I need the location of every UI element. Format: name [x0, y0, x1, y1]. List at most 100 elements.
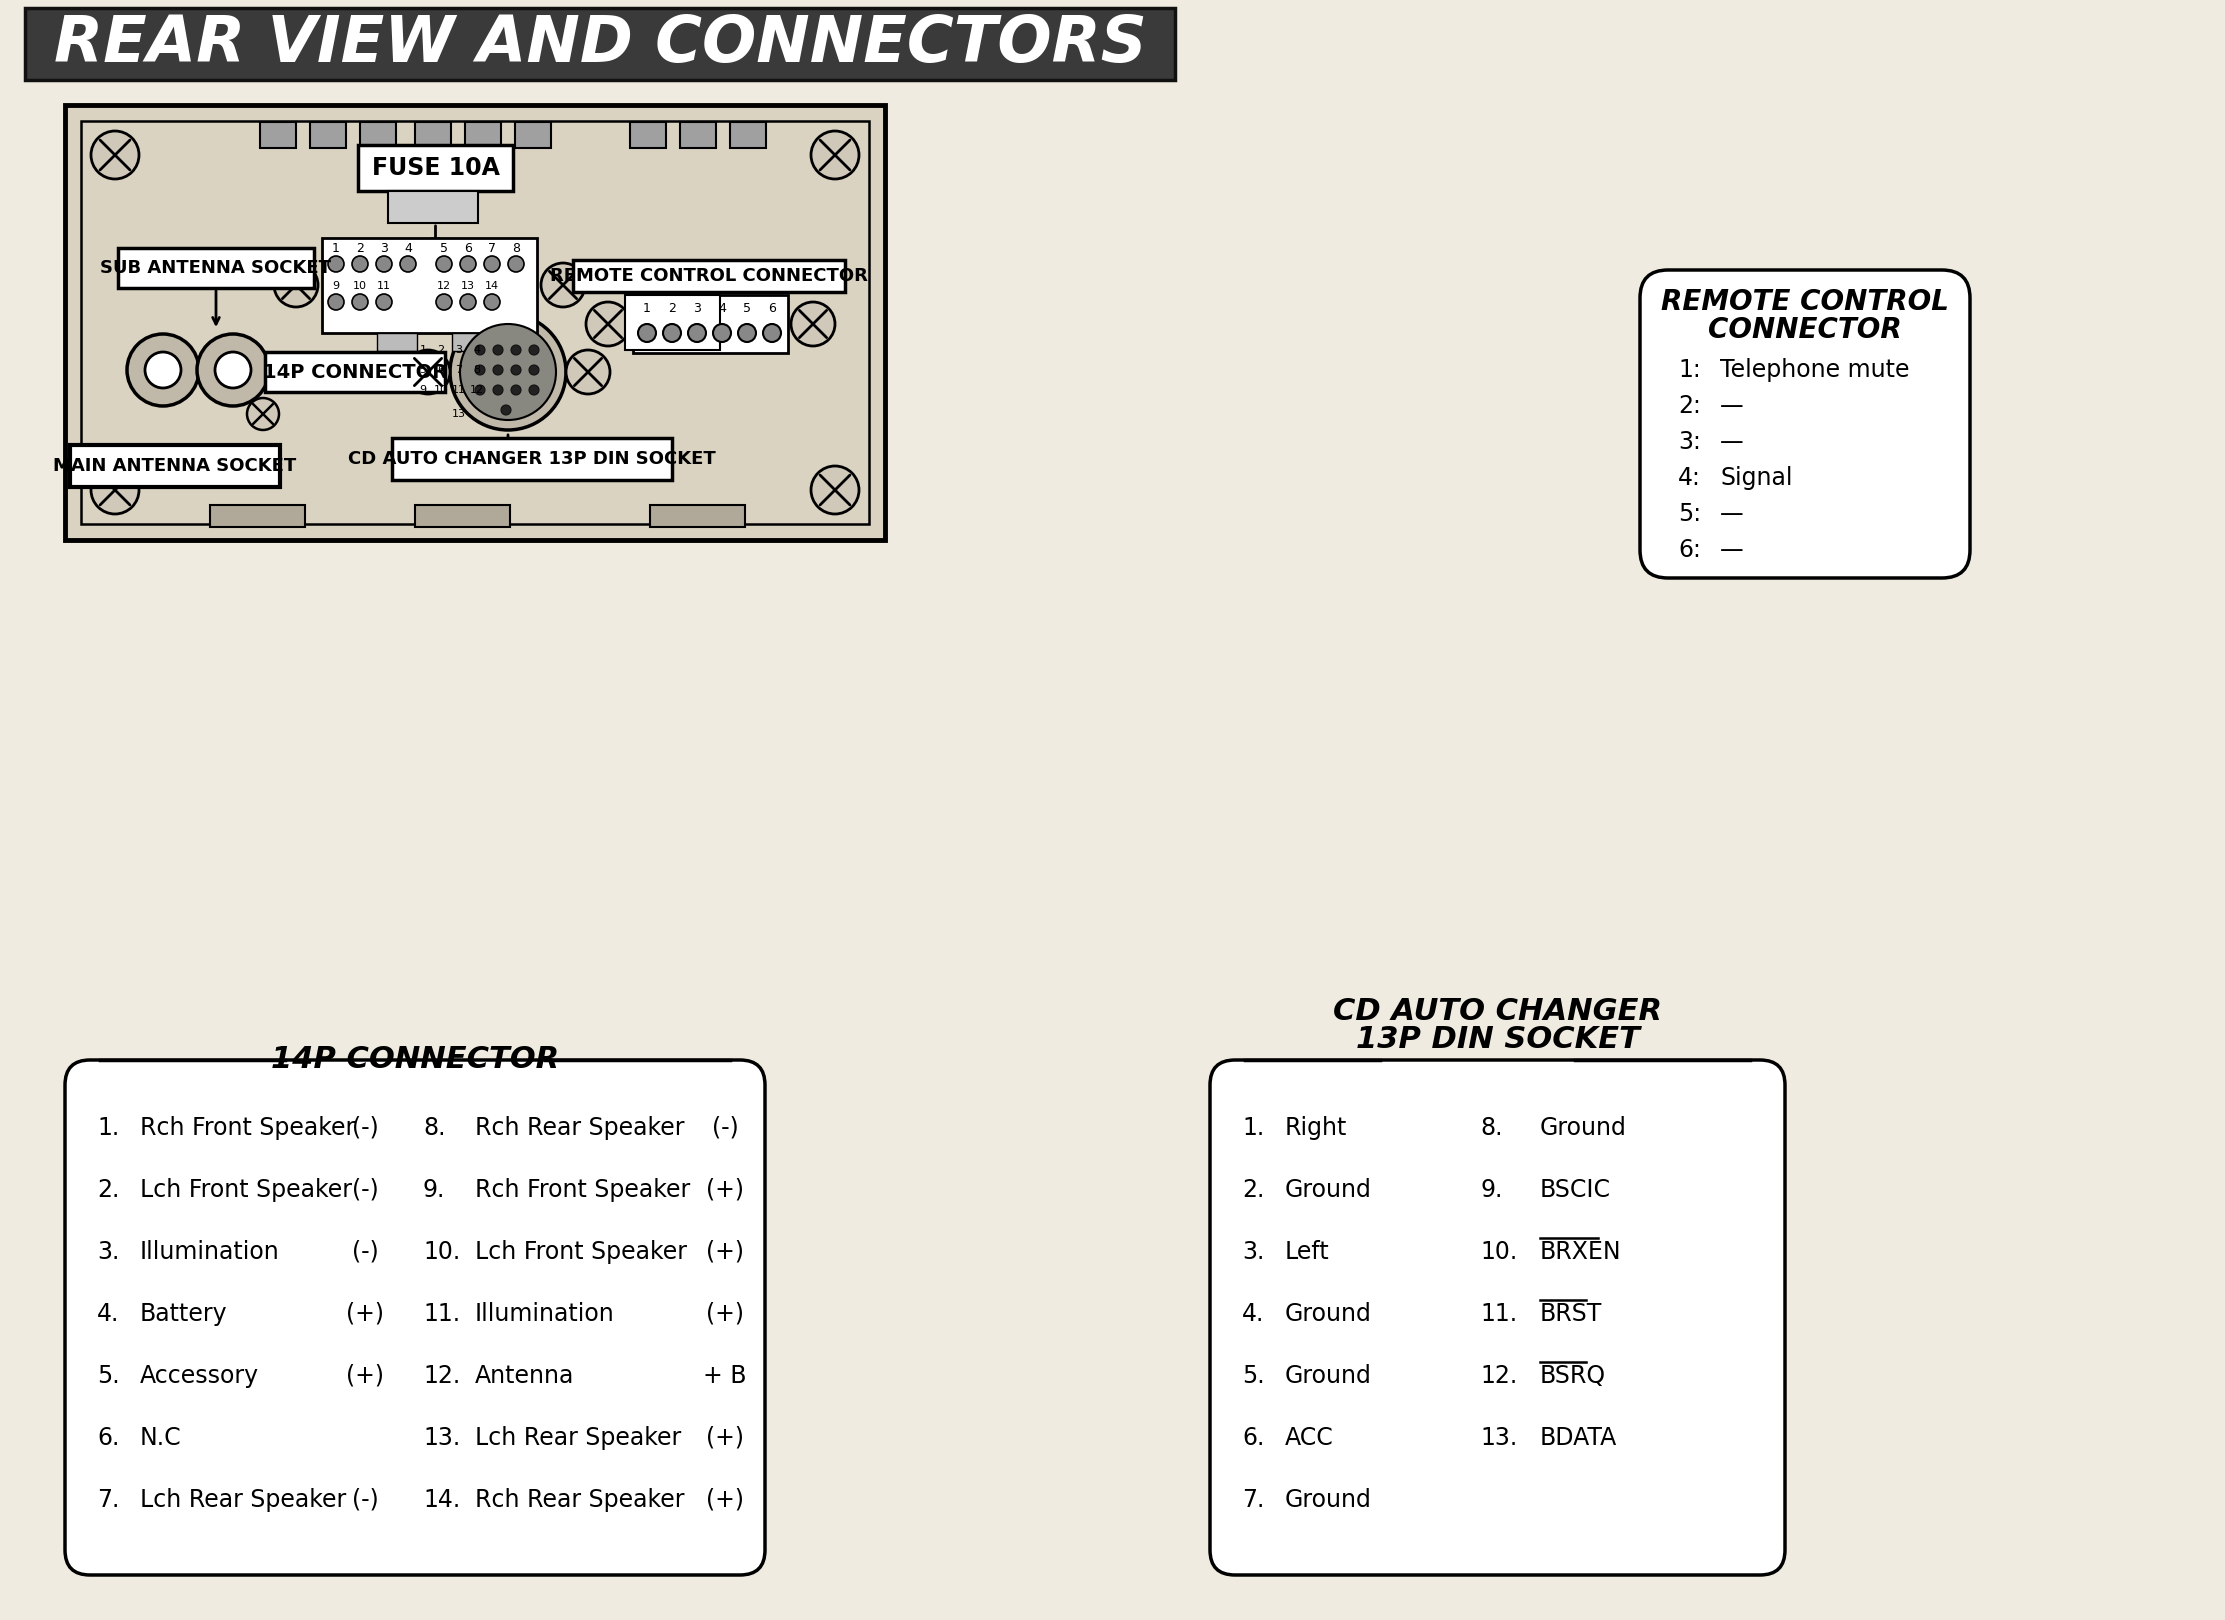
Text: 11: 11	[452, 386, 465, 395]
Text: 9: 9	[421, 386, 427, 395]
Text: Accessory: Accessory	[140, 1364, 258, 1388]
Text: 3: 3	[456, 345, 463, 355]
FancyBboxPatch shape	[625, 295, 721, 350]
Text: (-): (-)	[712, 1116, 739, 1140]
FancyBboxPatch shape	[514, 122, 552, 147]
Text: Left: Left	[1286, 1239, 1331, 1264]
FancyBboxPatch shape	[376, 334, 416, 352]
Text: (+): (+)	[705, 1426, 743, 1450]
FancyBboxPatch shape	[265, 352, 445, 392]
FancyBboxPatch shape	[65, 105, 886, 539]
Circle shape	[565, 350, 610, 394]
Circle shape	[663, 324, 681, 342]
Text: Right: Right	[1286, 1116, 1348, 1140]
Text: 8: 8	[474, 364, 481, 374]
Circle shape	[763, 324, 781, 342]
Text: 1: 1	[643, 301, 652, 314]
FancyBboxPatch shape	[360, 122, 396, 147]
FancyBboxPatch shape	[416, 122, 452, 147]
Text: 6:: 6:	[1678, 538, 1700, 562]
Circle shape	[461, 324, 556, 420]
Circle shape	[494, 386, 503, 395]
FancyBboxPatch shape	[465, 122, 501, 147]
Text: 3.: 3.	[98, 1239, 120, 1264]
Text: 4:: 4:	[1678, 467, 1700, 489]
Text: 3: 3	[380, 241, 387, 254]
Text: Rch Front Speaker: Rch Front Speaker	[474, 1178, 690, 1202]
Circle shape	[530, 364, 538, 374]
Text: 4: 4	[474, 345, 481, 355]
Circle shape	[792, 301, 834, 347]
Text: Rch Front Speaker: Rch Front Speaker	[140, 1116, 356, 1140]
Text: 13: 13	[452, 408, 465, 420]
Circle shape	[739, 324, 757, 342]
Text: 2: 2	[438, 345, 445, 355]
FancyBboxPatch shape	[69, 446, 280, 488]
Text: BRXEN: BRXEN	[1540, 1239, 1622, 1264]
Text: —: —	[1720, 394, 1744, 418]
Text: 11: 11	[376, 280, 392, 292]
Text: CD AUTO CHANGER 13P DIN SOCKET: CD AUTO CHANGER 13P DIN SOCKET	[347, 450, 716, 468]
Text: 4: 4	[405, 241, 412, 254]
FancyBboxPatch shape	[387, 191, 478, 224]
Circle shape	[436, 256, 452, 272]
Text: 9.: 9.	[423, 1178, 445, 1202]
Text: (+): (+)	[705, 1239, 743, 1264]
FancyBboxPatch shape	[209, 505, 305, 526]
Text: 10.: 10.	[423, 1239, 461, 1264]
Text: FUSE 10A: FUSE 10A	[372, 156, 498, 180]
Text: 1: 1	[332, 241, 340, 254]
Text: 2:: 2:	[1678, 394, 1700, 418]
Text: 12: 12	[469, 386, 485, 395]
FancyBboxPatch shape	[1640, 271, 1969, 578]
Circle shape	[436, 293, 452, 309]
Circle shape	[247, 399, 278, 429]
Text: 13.: 13.	[1480, 1426, 1517, 1450]
Text: (+): (+)	[705, 1178, 743, 1202]
Text: 1.: 1.	[1242, 1116, 1264, 1140]
Text: 8.: 8.	[1480, 1116, 1502, 1140]
FancyBboxPatch shape	[416, 505, 510, 526]
Text: Ground: Ground	[1286, 1364, 1373, 1388]
Text: (-): (-)	[352, 1239, 378, 1264]
FancyBboxPatch shape	[630, 122, 665, 147]
Text: Lch Front Speaker: Lch Front Speaker	[140, 1178, 352, 1202]
Text: (+): (+)	[347, 1364, 385, 1388]
FancyBboxPatch shape	[358, 146, 514, 191]
Text: 2: 2	[356, 241, 365, 254]
FancyBboxPatch shape	[309, 122, 347, 147]
Text: 5: 5	[421, 364, 427, 374]
FancyBboxPatch shape	[650, 505, 745, 526]
Circle shape	[327, 256, 345, 272]
Circle shape	[688, 324, 705, 342]
FancyBboxPatch shape	[632, 295, 788, 353]
Text: + B: + B	[703, 1364, 748, 1388]
Circle shape	[712, 324, 732, 342]
Text: 14P CONNECTOR: 14P CONNECTOR	[263, 363, 447, 381]
Text: REAR VIEW AND CONNECTORS: REAR VIEW AND CONNECTORS	[53, 13, 1146, 75]
Text: 5: 5	[441, 241, 447, 254]
Circle shape	[405, 350, 449, 394]
Text: 4.: 4.	[1242, 1302, 1264, 1327]
Text: MAIN ANTENNA SOCKET: MAIN ANTENNA SOCKET	[53, 457, 296, 475]
Text: Lch Front Speaker: Lch Front Speaker	[474, 1239, 688, 1264]
Text: 12.: 12.	[423, 1364, 461, 1388]
Text: Lch Rear Speaker: Lch Rear Speaker	[140, 1489, 347, 1511]
Text: 3.: 3.	[1242, 1239, 1264, 1264]
Text: 11.: 11.	[423, 1302, 461, 1327]
Text: (+): (+)	[347, 1302, 385, 1327]
Text: 6: 6	[768, 301, 777, 314]
FancyBboxPatch shape	[392, 437, 672, 480]
Text: 6: 6	[465, 241, 472, 254]
Circle shape	[327, 293, 345, 309]
FancyBboxPatch shape	[574, 259, 846, 292]
Text: N.C: N.C	[140, 1426, 182, 1450]
Circle shape	[461, 293, 476, 309]
FancyBboxPatch shape	[730, 122, 765, 147]
Circle shape	[400, 256, 416, 272]
Text: 10: 10	[354, 280, 367, 292]
Circle shape	[530, 386, 538, 395]
Circle shape	[494, 345, 503, 355]
Text: (+): (+)	[705, 1489, 743, 1511]
Text: 14.: 14.	[423, 1489, 461, 1511]
